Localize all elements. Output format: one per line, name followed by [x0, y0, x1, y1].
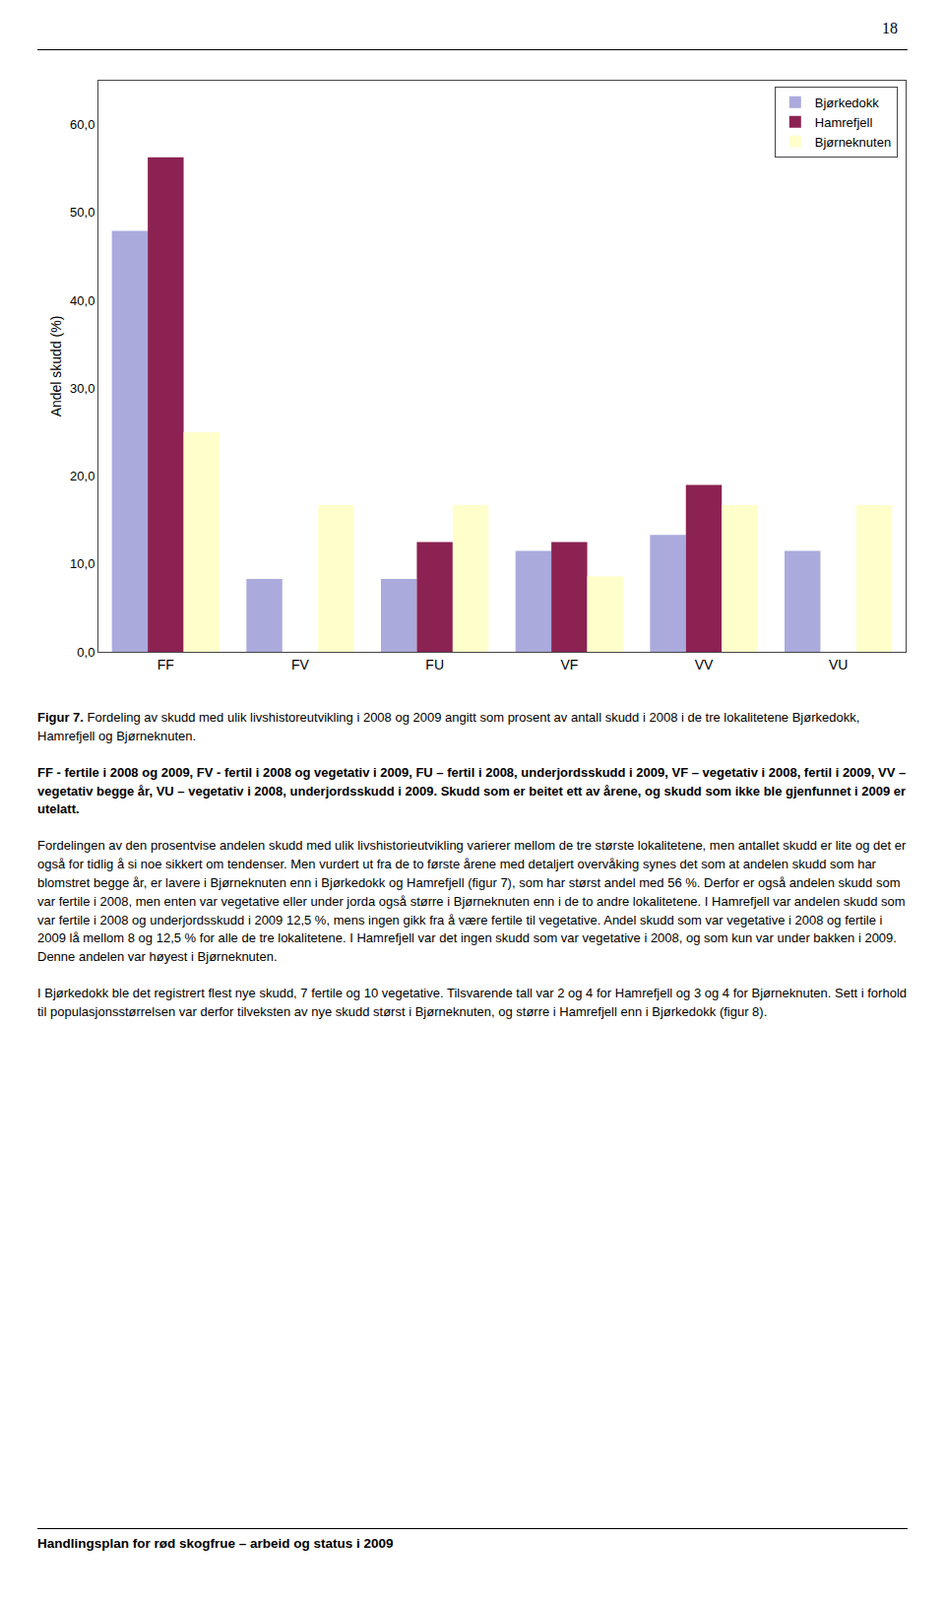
svg-text:40,0: 40,0 [69, 293, 95, 309]
html-text:Fordelingen av den prosentvise: Fordelingen av den prosentvise andelen s… [37, 837, 906, 964]
svg-text:VU: VU [828, 656, 848, 673]
html-text:I Bjørkedokk ble det registrer: I Bjørkedokk ble det registrert flest ny… [37, 985, 907, 1019]
html-text:FF - fertile i 2008 og 2009, F: FF - fertile i 2008 og 2009, FV - fertil… [37, 764, 906, 817]
svg-text:30,0: 30,0 [69, 380, 95, 396]
svg-text:VF: VF [560, 656, 578, 673]
svg-text:FV: FV [291, 656, 311, 673]
svg-text:FF: FF [157, 656, 175, 673]
svg-text:Bjørkedokk: Bjørkedokk [815, 95, 881, 111]
svg-text:0,0: 0,0 [76, 644, 95, 660]
svg-text:60,0: 60,0 [69, 117, 95, 132]
html-text:18: 18 [882, 19, 898, 37]
svg-text:Bjørneknuten: Bjørneknuten [815, 134, 891, 150]
svg-text:FU: FU [425, 656, 444, 673]
svg-text:Hamrefjell: Hamrefjell [815, 115, 874, 130]
svg-text:10,0: 10,0 [69, 556, 95, 571]
svg-text:VV: VV [694, 656, 714, 673]
svg-text:20,0: 20,0 [69, 468, 95, 484]
html-text:Handlingsplan for rød skogfrue: Handlingsplan for rød skogfrue – arbeid … [37, 1535, 394, 1551]
html-text:Figur 7. Fordeling av skudd me: Figur 7. Fordeling av skudd med ulik liv… [37, 709, 860, 744]
svg-text:50,0: 50,0 [69, 204, 95, 220]
svg-text:Andel skudd (%): Andel skudd (%) [48, 315, 64, 418]
